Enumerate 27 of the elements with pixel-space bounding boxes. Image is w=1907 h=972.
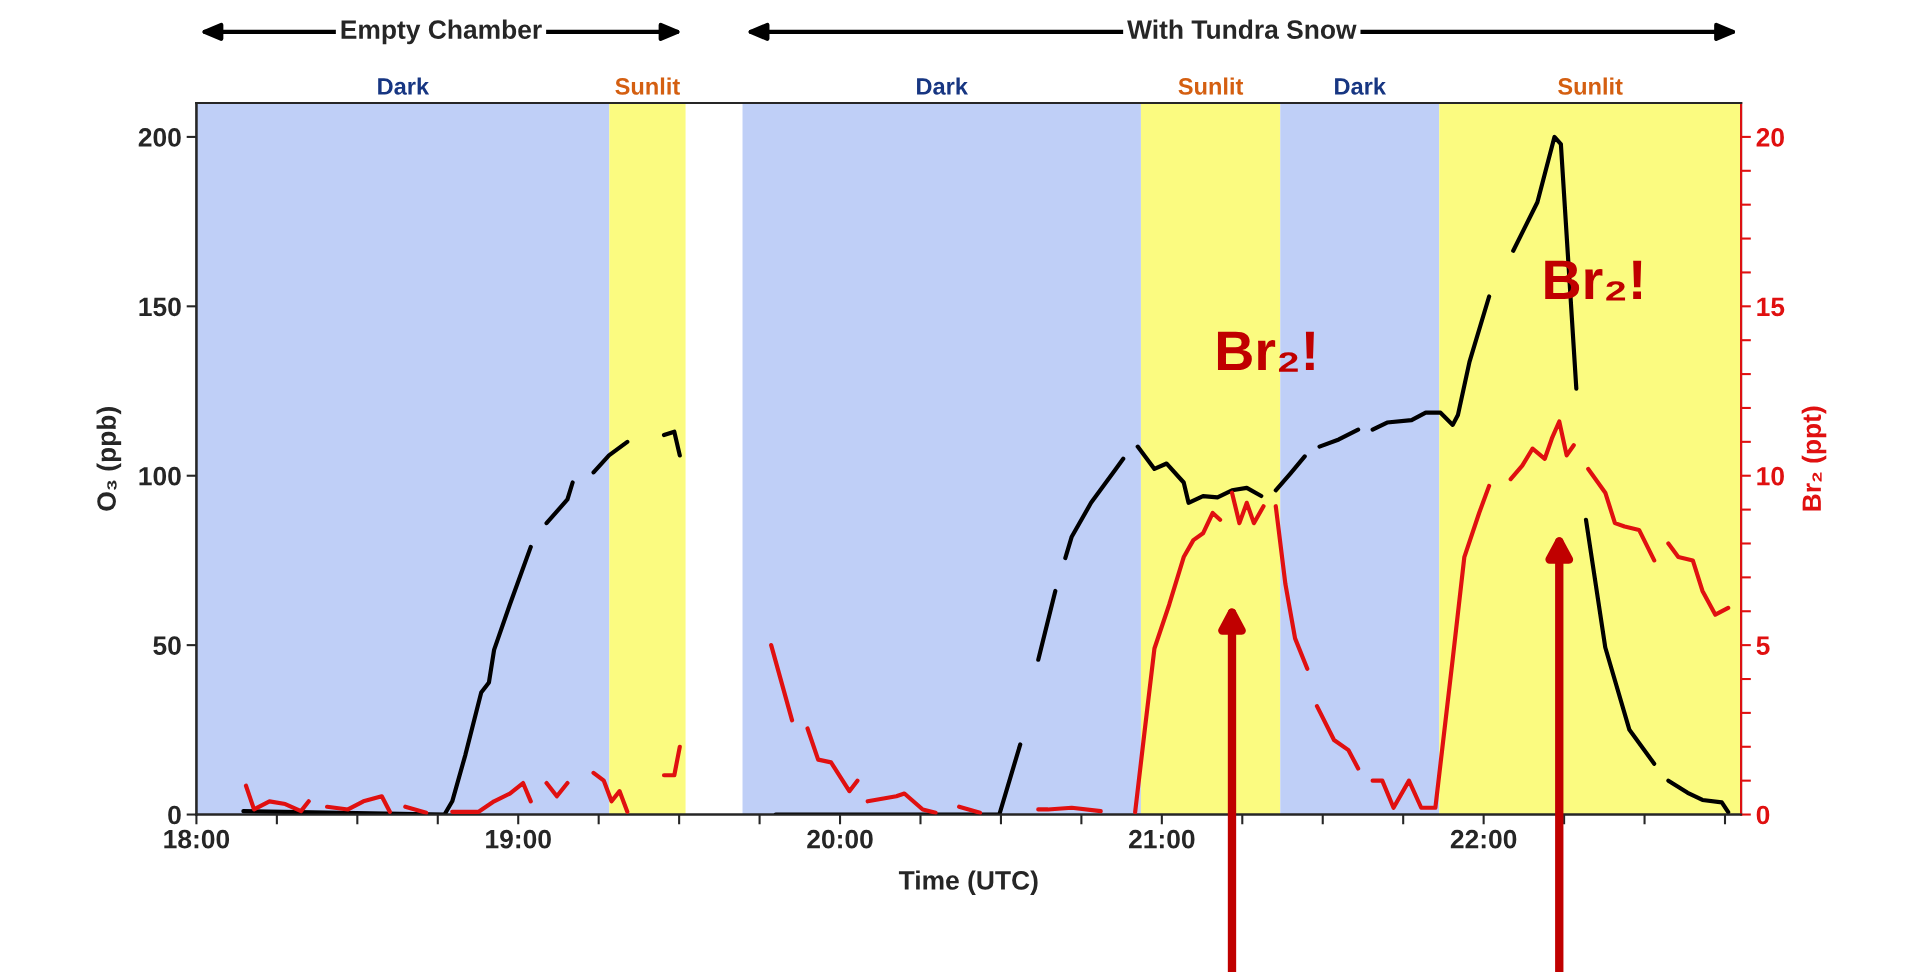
x-tick-label: 20:00 — [807, 829, 873, 849]
y2-tick-label: 0 — [1756, 805, 1770, 825]
y2-tick-label: 20 — [1756, 128, 1784, 147]
y2-tick-label: 10 — [1757, 466, 1784, 486]
x-axis-title: Time (UTC) — [898, 870, 1038, 895]
band-label: Dark — [378, 77, 430, 95]
x-tick-label: 21:00 — [1129, 829, 1195, 849]
y-axis-title: O₃ (ppb) — [96, 407, 122, 511]
band-label: Sunlit — [1558, 77, 1623, 95]
band-label: Sunlit — [1178, 77, 1244, 95]
y2-tick-label: 5 — [1756, 636, 1770, 655]
y-tick-label: 50 — [153, 636, 181, 655]
y-tick-label: 100 — [139, 466, 181, 486]
y2-axis-title: Br₂ (ppt) — [1801, 406, 1827, 511]
band-label: Dark — [917, 77, 968, 95]
band-label: Sunlit — [615, 77, 680, 95]
x-tick-label: 22:00 — [1450, 829, 1517, 849]
x-tick-label: 18:00 — [164, 829, 230, 849]
x-tick-label: 19:00 — [486, 829, 551, 849]
y2-tick-label: 15 — [1757, 297, 1785, 317]
text: With Tundra Snow — [1127, 19, 1357, 39]
y-tick-label: 0 — [168, 805, 181, 825]
text: Empty Chamber — [341, 19, 542, 45]
y-tick-label: 200 — [138, 128, 181, 147]
band-label: Dark — [1335, 77, 1387, 95]
y-tick-label: 150 — [139, 297, 181, 317]
annotation: Br₂! — [1217, 331, 1314, 372]
